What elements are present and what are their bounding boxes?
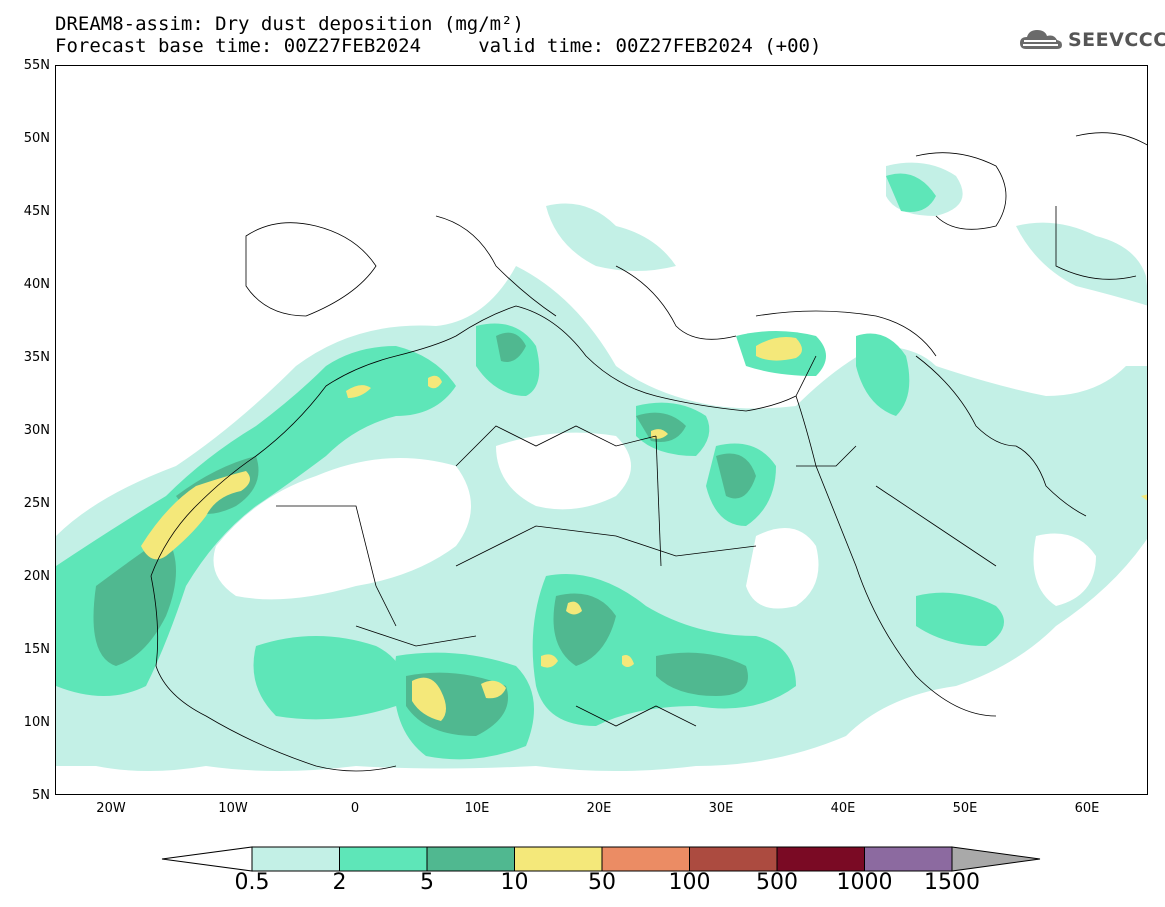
colorbar-bin — [339, 846, 428, 872]
lat-label: 25N — [23, 496, 50, 511]
lat-label: 50N — [23, 131, 50, 146]
lat-label: 10N — [23, 715, 50, 730]
lon-label: 10E — [464, 801, 490, 816]
dust-field — [56, 132, 1147, 772]
contour-holes — [213, 432, 1096, 609]
colorbar-label: 2 — [332, 870, 347, 895]
coastlines — [150, 132, 1147, 772]
colorbar-bin — [601, 846, 690, 872]
colorbar-label: 0.5 — [234, 870, 270, 895]
lat-label: 15N — [23, 642, 50, 657]
colorbar-bin — [514, 846, 603, 872]
colorbar-label: 500 — [756, 870, 798, 895]
colorbar-bin — [776, 846, 865, 872]
contour-10 — [141, 337, 1147, 721]
colorbar-label: 10 — [500, 870, 529, 895]
map-subtitle: Forecast base time: 00Z27FEB2024 valid t… — [55, 35, 822, 57]
lat-label: 20N — [23, 569, 50, 584]
lat-label: 40N — [23, 277, 50, 292]
colorbar-bin — [864, 846, 953, 872]
colorbar-under-arrow — [161, 846, 253, 872]
lon-label: 10W — [218, 801, 248, 816]
logo-text: SEEVCCC — [1068, 29, 1165, 51]
colorbar-bin — [251, 846, 340, 872]
colorbar-label: 1000 — [836, 870, 893, 895]
colorbar-over-arrow — [951, 846, 1041, 872]
lat-label: 55N — [23, 58, 50, 73]
lon-label: 60E — [1074, 801, 1100, 816]
lon-label: 20W — [96, 801, 126, 816]
colorbar-bin — [689, 846, 778, 872]
lon-label: 20E — [586, 801, 612, 816]
lon-label: 0 — [350, 801, 360, 816]
lon-label: 40E — [830, 801, 856, 816]
colorbar-label: 5 — [420, 870, 434, 895]
colorbar-label: 50 — [588, 870, 616, 895]
map-plot-area — [55, 65, 1148, 795]
lon-label: 30E — [708, 801, 734, 816]
cloud-icon — [1020, 30, 1062, 49]
lat-label: 5N — [32, 788, 50, 803]
lon-label: 50E — [952, 801, 978, 816]
colorbar-bin — [426, 846, 515, 872]
colorbar-label: 1500 — [924, 870, 980, 895]
lat-label: 30N — [23, 423, 50, 438]
map-title: DREAM8-assim: Dry dust deposition (mg/m²… — [55, 13, 524, 35]
seevccc-logo: SEEVCCC — [1018, 26, 1165, 54]
colorbar-label: 100 — [668, 870, 711, 895]
lat-label: 45N — [23, 204, 50, 219]
lat-label: 35N — [23, 350, 50, 365]
colorbar — [161, 846, 1041, 872]
